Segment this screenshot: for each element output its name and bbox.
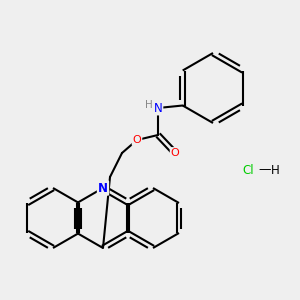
Text: H: H [271,164,279,176]
Text: N: N [98,182,108,194]
Text: N: N [154,101,162,115]
Text: O: O [133,135,141,145]
Text: H: H [145,100,153,110]
Text: O: O [171,148,179,158]
Text: —: — [259,164,271,176]
Text: Cl: Cl [242,164,254,176]
